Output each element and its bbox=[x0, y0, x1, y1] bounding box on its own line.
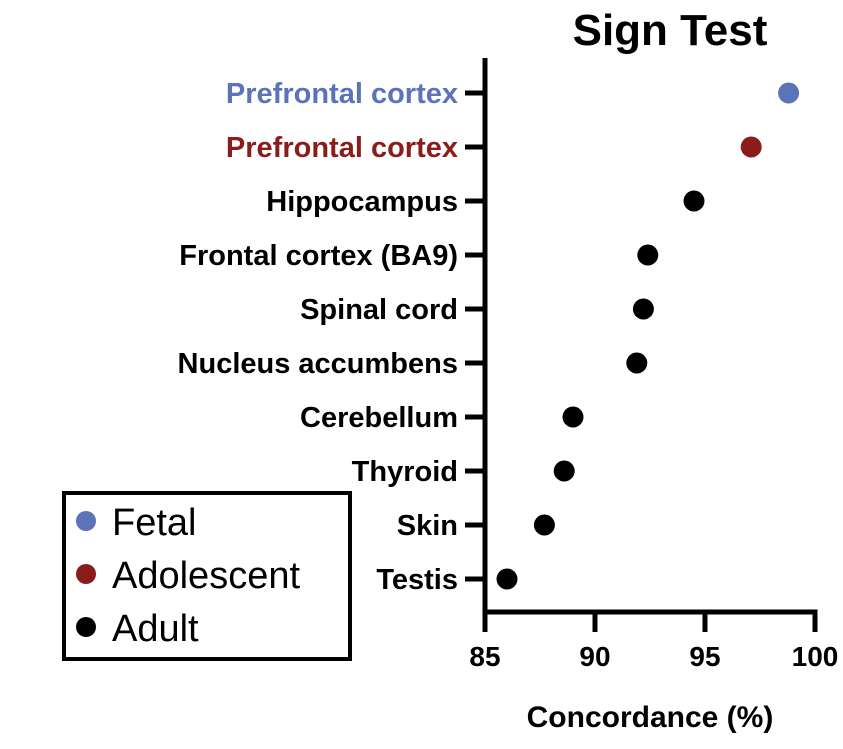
data-point bbox=[683, 190, 705, 212]
x-tick-label: 85 bbox=[469, 641, 500, 672]
category-label: Spinal cord bbox=[300, 294, 458, 326]
x-axis-title: Concordance (%) bbox=[527, 701, 774, 734]
data-point bbox=[553, 460, 575, 482]
legend-marker bbox=[76, 617, 96, 637]
legend-label: Adult bbox=[112, 608, 199, 650]
legend-marker bbox=[76, 511, 96, 531]
legend: Fetal Adolescent Adult bbox=[62, 491, 352, 661]
data-point bbox=[533, 514, 555, 536]
category-label: Hippocampus bbox=[266, 186, 458, 218]
data-point bbox=[496, 568, 518, 590]
category-label: Prefrontal cortex bbox=[226, 78, 458, 110]
x-tick-label: 95 bbox=[689, 641, 720, 672]
legend-label: Fetal bbox=[112, 502, 196, 544]
data-point bbox=[626, 352, 648, 374]
category-label: Prefrontal cortex bbox=[226, 132, 458, 164]
legend-box bbox=[62, 491, 352, 661]
category-label: Testis bbox=[376, 564, 458, 596]
category-label: Frontal cortex (BA9) bbox=[179, 240, 458, 272]
data-point bbox=[778, 82, 800, 104]
category-label: Nucleus accumbens bbox=[178, 348, 458, 380]
category-label: Skin bbox=[397, 510, 458, 542]
legend-label: Adolescent bbox=[112, 555, 300, 597]
data-point bbox=[637, 244, 659, 266]
plot-area: Prefrontal cortex Prefrontal cortex Hippoc… bbox=[178, 58, 839, 672]
data-point bbox=[632, 298, 654, 320]
x-tick-label: 90 bbox=[579, 641, 610, 672]
legend-marker bbox=[76, 564, 96, 584]
category-label: Thyroid bbox=[352, 456, 458, 488]
data-point bbox=[740, 136, 762, 158]
chart-title: Sign Test bbox=[573, 6, 768, 55]
category-label: Cerebellum bbox=[300, 402, 458, 434]
data-point bbox=[562, 406, 584, 428]
x-tick-label: 100 bbox=[792, 641, 839, 672]
